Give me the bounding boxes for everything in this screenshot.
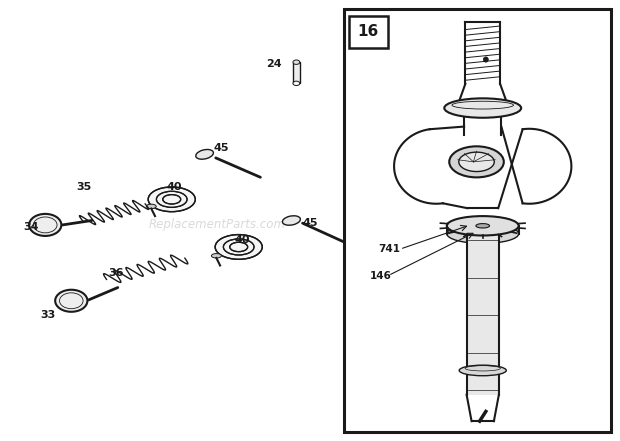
Ellipse shape (148, 187, 195, 212)
Text: ReplacementParts.com: ReplacementParts.com (149, 218, 285, 232)
Ellipse shape (293, 81, 300, 86)
Text: 36: 36 (108, 269, 124, 278)
Ellipse shape (450, 146, 504, 177)
Text: 33: 33 (40, 310, 56, 320)
Ellipse shape (459, 152, 494, 172)
Ellipse shape (459, 365, 507, 376)
Text: 24: 24 (267, 59, 282, 69)
Text: 35: 35 (76, 183, 92, 192)
Text: 146: 146 (370, 271, 391, 280)
Text: 34: 34 (24, 222, 39, 232)
Bar (344, 9, 611, 432)
Bar (293, 62, 300, 83)
Bar (467, 236, 499, 395)
Ellipse shape (476, 224, 490, 228)
Ellipse shape (146, 204, 156, 209)
Ellipse shape (55, 290, 87, 312)
Ellipse shape (29, 214, 61, 236)
Bar (349, 16, 388, 48)
Ellipse shape (484, 57, 489, 62)
Ellipse shape (282, 216, 301, 225)
Text: 40: 40 (166, 182, 182, 192)
Ellipse shape (196, 149, 213, 159)
Ellipse shape (215, 235, 262, 259)
Text: 45: 45 (303, 218, 318, 228)
Ellipse shape (447, 224, 519, 243)
Ellipse shape (211, 254, 221, 258)
Text: 16: 16 (358, 24, 379, 39)
Text: 741: 741 (378, 244, 400, 254)
Text: 45: 45 (214, 143, 229, 153)
Ellipse shape (447, 216, 519, 235)
Ellipse shape (445, 98, 521, 118)
Ellipse shape (293, 60, 300, 64)
Text: 40: 40 (234, 235, 250, 245)
